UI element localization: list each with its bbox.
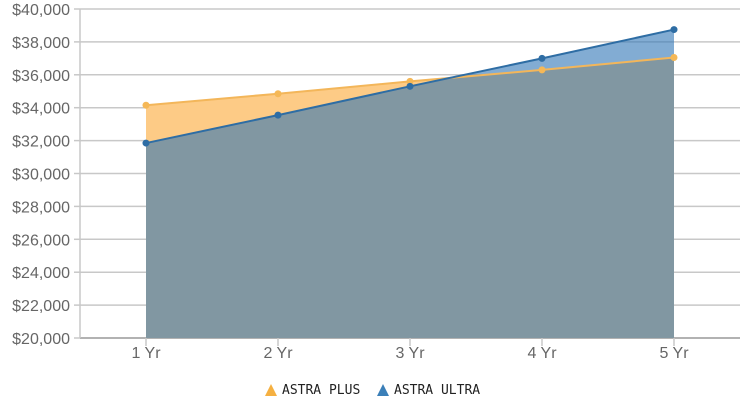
y-tick-label: $36,000 bbox=[12, 68, 70, 85]
y-tick-label: $28,000 bbox=[12, 199, 70, 216]
y-tick-label: $34,000 bbox=[12, 101, 70, 118]
data-point bbox=[670, 54, 678, 62]
data-point bbox=[274, 90, 282, 98]
series-points bbox=[142, 26, 678, 147]
y-tick-label: $32,000 bbox=[12, 134, 70, 151]
y-tick-label: $20,000 bbox=[12, 331, 70, 348]
series-areas bbox=[146, 29, 674, 339]
x-tick-label: 5 Yr bbox=[659, 345, 689, 362]
data-point bbox=[142, 101, 150, 109]
y-tick-label: $26,000 bbox=[12, 232, 70, 249]
legend-label: ASTRA ULTRA bbox=[394, 383, 480, 398]
y-tick-label: $40,000 bbox=[12, 2, 70, 19]
legend-label: ASTRA PLUS bbox=[282, 383, 360, 398]
y-tick-label: $24,000 bbox=[12, 265, 70, 282]
data-point bbox=[406, 82, 414, 90]
series-area-1 bbox=[146, 29, 674, 338]
x-axis: 1 Yr 2 Yr 3 Yr 4 Yr 5 Yr bbox=[131, 338, 689, 362]
y-axis: $20,000 $22,000 $24,000 $26,000 $28,000 $30,0… bbox=[12, 2, 80, 348]
data-point bbox=[274, 111, 282, 119]
y-tick-label: $38,000 bbox=[12, 35, 70, 52]
data-point bbox=[142, 139, 150, 147]
legend-triangle-icon bbox=[377, 384, 389, 396]
legend-triangle-icon bbox=[265, 384, 277, 396]
x-tick-label: 3 Yr bbox=[395, 345, 425, 362]
data-point bbox=[538, 54, 546, 62]
legend-item: ASTRA PLUS bbox=[265, 383, 360, 398]
x-tick-label: 1 Yr bbox=[131, 345, 161, 362]
data-point bbox=[406, 77, 414, 85]
y-tick-label: $30,000 bbox=[12, 167, 70, 184]
x-tick-label: 4 Yr bbox=[527, 345, 557, 362]
y-tick-label: $22,000 bbox=[12, 298, 70, 315]
legend-item: ASTRA ULTRA bbox=[377, 383, 480, 398]
data-point bbox=[670, 26, 678, 34]
x-tick-label: 2 Yr bbox=[263, 345, 293, 362]
legend: ASTRA PLUS ASTRA ULTRA bbox=[265, 383, 480, 398]
data-point bbox=[538, 66, 546, 74]
